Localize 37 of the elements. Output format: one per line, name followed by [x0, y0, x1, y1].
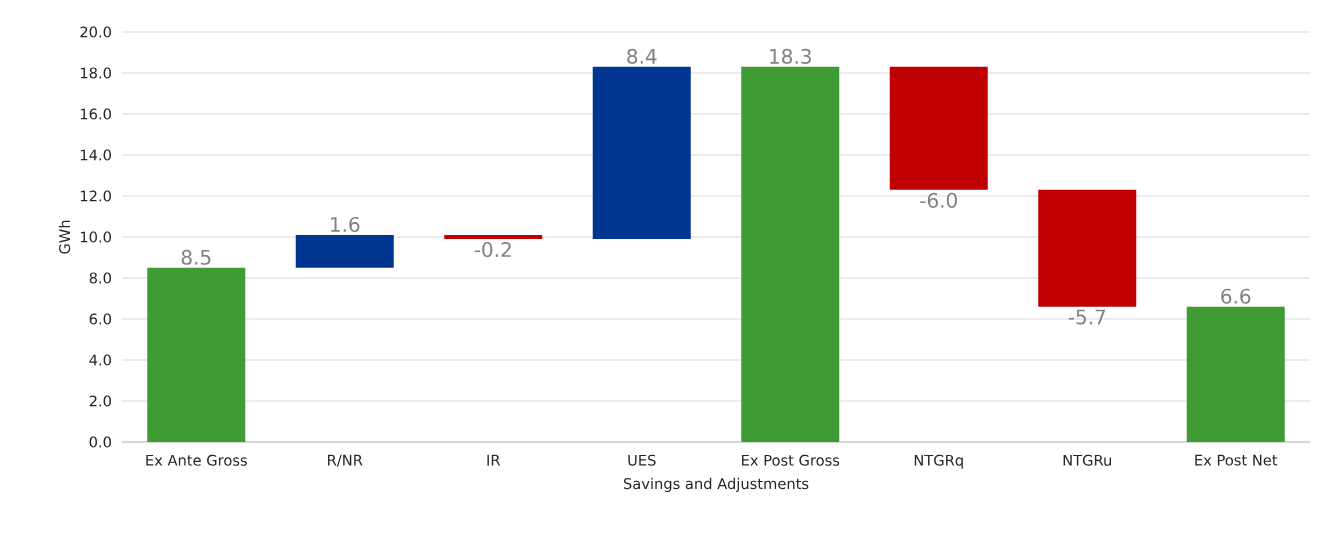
- x-tick-label: NTGRu: [1063, 454, 1111, 466]
- data-label: 8.4: [627, 48, 657, 64]
- y-tick-label: 2.0: [89, 395, 111, 407]
- x-tick-label: R/NR: [328, 454, 363, 467]
- y-tick-label: 10.0: [80, 231, 111, 243]
- bar: [889, 66, 988, 190]
- bar: [1186, 306, 1285, 442]
- x-tick-label: NTGRq: [914, 454, 963, 469]
- bar: [592, 66, 691, 240]
- y-tick-label: 4.0: [89, 354, 111, 366]
- x-tick-label: Ex Post Gross: [742, 454, 840, 466]
- bar: [147, 267, 246, 442]
- data-label: 1.6: [331, 216, 360, 233]
- data-label: 18.3: [770, 48, 811, 64]
- bar: [295, 234, 394, 268]
- x-tick-label: IR: [487, 454, 501, 466]
- data-label: 8.5: [181, 249, 211, 265]
- y-tick-label: 6.0: [89, 313, 111, 325]
- y-tick-label: 8.0: [89, 272, 111, 284]
- y-tick-label: 18.0: [80, 67, 111, 79]
- y-tick-label: 14.0: [80, 149, 111, 161]
- y-tick-label: 20.0: [80, 26, 111, 38]
- bar: [1038, 189, 1137, 307]
- data-label: -6.0: [920, 192, 957, 208]
- y-tick-label: 12.0: [80, 190, 111, 202]
- y-tick-label: 16.0: [80, 108, 111, 120]
- x-tick-label: Ex Ante Gross: [146, 454, 247, 466]
- data-label: -0.2: [474, 241, 511, 258]
- bar: [444, 234, 543, 240]
- y-axis-title: GWh: [58, 220, 71, 254]
- bar: [741, 66, 840, 442]
- x-tick-label: Ex Post Net: [1195, 454, 1278, 466]
- data-label: 6.6: [1221, 288, 1251, 304]
- data-label: -5.7: [1068, 309, 1106, 325]
- x-axis-title: Savings and Adjustments: [623, 477, 809, 492]
- y-tick-label: 0.0: [89, 436, 111, 448]
- x-tick-label: UES: [628, 454, 656, 466]
